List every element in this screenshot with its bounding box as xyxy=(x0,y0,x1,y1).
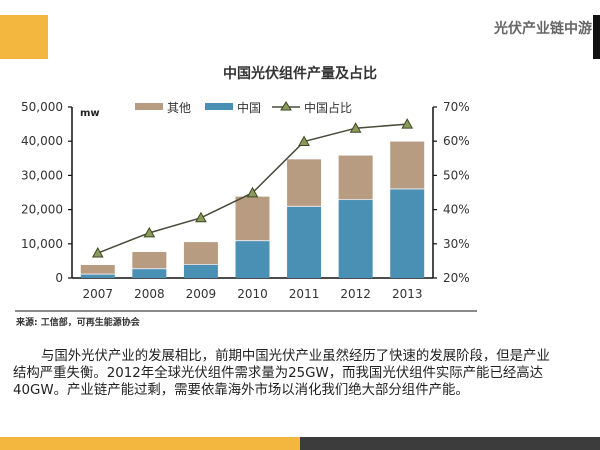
bar-china xyxy=(132,269,167,278)
legend-swatch-other xyxy=(135,103,163,110)
legend: 其他 中国 中国占比 xyxy=(135,100,352,115)
bar-other xyxy=(338,155,373,200)
unit-label: mw xyxy=(80,108,100,119)
bar-other xyxy=(390,141,425,189)
y-axis-right: 20% 30% 40% 50% 60% 70% xyxy=(432,100,470,285)
share-point-marker xyxy=(143,226,156,238)
legend-label-other: 其他 xyxy=(167,101,191,115)
y-left-tick-label: 40,000 xyxy=(21,134,63,148)
share-point-marker xyxy=(246,186,259,198)
legend-label-share: 中国占比 xyxy=(304,100,352,115)
y-right-tick-label: 20% xyxy=(443,271,470,285)
production-share-chart: 0 10,000 20,000 30,000 40,000 50,000 20% 30% 40… xyxy=(21,100,470,301)
y-right-tick-label: 30% xyxy=(443,237,470,251)
bar-other xyxy=(287,159,322,206)
footer-bar-dark xyxy=(300,437,600,450)
y-left-tick-label: 10,000 xyxy=(21,237,63,251)
share-point-marker xyxy=(401,118,414,129)
bar-china xyxy=(183,265,218,278)
x-tick-label: 2009 xyxy=(186,287,217,301)
bar-other xyxy=(132,252,167,269)
y-right-tick-label: 60% xyxy=(443,134,470,148)
bar-other xyxy=(80,265,115,274)
x-tick-label: 2007 xyxy=(83,287,114,301)
bar-china xyxy=(390,189,425,278)
x-tick-label: 2008 xyxy=(134,287,165,301)
bars xyxy=(80,141,425,278)
y-right-tick-label: 40% xyxy=(443,203,470,217)
bar-other xyxy=(235,196,270,241)
accent-block-left xyxy=(0,15,48,59)
bar-other xyxy=(183,242,218,265)
section-title: 光伏产业链中游 xyxy=(494,21,592,37)
y-left-tick-label: 0 xyxy=(55,271,63,285)
share-line xyxy=(91,118,414,258)
bar-china xyxy=(338,200,373,278)
legend-marker-share xyxy=(280,101,292,111)
x-tick-label: 2012 xyxy=(340,287,371,301)
x-tick-label: 2011 xyxy=(289,287,320,301)
y-right-tick-label: 50% xyxy=(443,168,470,182)
x-tick-label: 2010 xyxy=(237,287,268,301)
bar-china xyxy=(235,241,270,278)
legend-swatch-china xyxy=(205,103,233,110)
x-axis-labels: 2007 2008 2009 2010 2011 2012 2013 xyxy=(83,287,423,301)
y-left-tick-label: 30,000 xyxy=(21,168,63,182)
legend-label-china: 中国 xyxy=(237,100,261,115)
share-point-marker xyxy=(195,211,207,223)
bar-china xyxy=(287,206,322,278)
share-point-marker xyxy=(91,247,104,258)
x-tick-label: 2013 xyxy=(392,287,423,301)
y-right-tick-label: 70% xyxy=(443,100,470,114)
source-note: 来源: 工信部，可再生能源协会 xyxy=(16,318,140,328)
chart-title: 中国光伏组件产量及占比 xyxy=(223,66,377,82)
y-left-tick-label: 20,000 xyxy=(21,203,63,217)
body-paragraph: 与国外光伏产业的发展相比，前期中国光伏产业虽然经历了快速的发展阶段，但是产业结构… xyxy=(13,349,550,398)
accent-block-right xyxy=(593,15,600,59)
footer-bar-accent xyxy=(0,437,300,450)
share-point-marker xyxy=(298,135,310,147)
y-left-tick-label: 50,000 xyxy=(21,100,63,114)
source-divider xyxy=(15,310,477,312)
share-point-marker xyxy=(349,122,362,133)
bar-china xyxy=(80,274,115,278)
